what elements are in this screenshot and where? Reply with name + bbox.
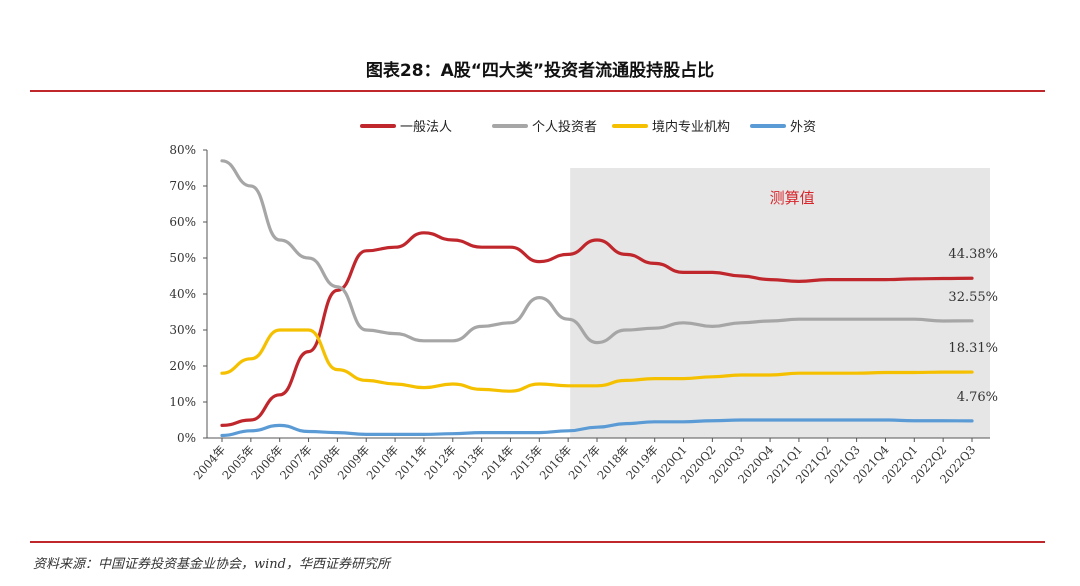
y-tick-label: 40% bbox=[169, 287, 196, 301]
legend-label: 一般法人 bbox=[400, 119, 452, 135]
y-tick-label: 0% bbox=[177, 431, 196, 445]
y-tick-label: 70% bbox=[169, 179, 196, 193]
footer-divider bbox=[30, 541, 1045, 543]
series-line bbox=[220, 159, 974, 345]
estimate-label: 测算值 bbox=[770, 189, 815, 207]
series-line bbox=[220, 328, 974, 393]
legend-label: 境内专业机构 bbox=[652, 119, 730, 135]
series-line bbox=[220, 231, 974, 427]
y-tick-label: 30% bbox=[169, 323, 196, 337]
series-line bbox=[220, 418, 974, 438]
y-tick-label: 60% bbox=[169, 215, 196, 229]
y-tick-label: 80% bbox=[169, 143, 196, 157]
legend-label: 外资 bbox=[790, 120, 816, 135]
y-tick-label: 20% bbox=[169, 359, 196, 373]
title-divider bbox=[30, 90, 1045, 92]
end-value-label: 44.38% bbox=[948, 247, 998, 262]
end-value-label: 4.76% bbox=[957, 390, 998, 405]
source-note: 资料来源：中国证券投资基金业协会，wind，华西证券研究所 bbox=[33, 557, 390, 572]
chart-title: 图表28：A股“四大类”投资者流通股持股占比 bbox=[365, 61, 715, 81]
legend-label: 个人投资者 bbox=[532, 119, 597, 135]
y-tick-label: 10% bbox=[169, 395, 196, 409]
end-value-label: 32.55% bbox=[948, 290, 998, 305]
end-value-label: 18.31% bbox=[948, 341, 998, 356]
estimate-region bbox=[570, 168, 990, 438]
y-tick-label: 50% bbox=[169, 251, 196, 265]
